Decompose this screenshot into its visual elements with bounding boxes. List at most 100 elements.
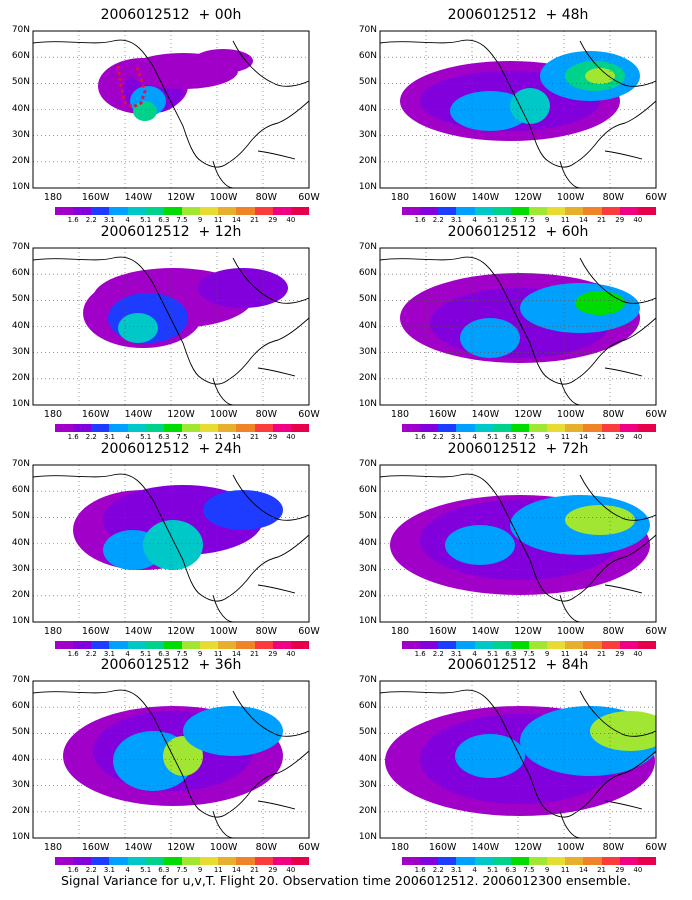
longitude-label: 160W xyxy=(81,409,110,420)
colorbar-swatch xyxy=(73,424,92,432)
latitude-label: 30N xyxy=(11,129,30,140)
colorbar-label: 11 xyxy=(560,433,570,441)
latitude-label: 30N xyxy=(358,563,377,574)
variance-contour xyxy=(460,318,520,358)
latitude-label: 70N xyxy=(358,675,377,685)
colorbar-label: 14 xyxy=(578,650,588,658)
longitude-label: 160W xyxy=(428,842,457,853)
longitude-label: 60W xyxy=(298,626,320,637)
colorbar-swatch xyxy=(181,641,201,649)
coastline xyxy=(380,256,656,405)
colorbar-swatch xyxy=(145,641,164,649)
colorbar xyxy=(55,857,309,865)
latitude-label: 20N xyxy=(11,155,30,166)
colorbar-label: 6.3 xyxy=(505,216,517,224)
colorbar-label: 29 xyxy=(268,650,278,658)
colorbar-label: 7.5 xyxy=(176,650,188,658)
map-panel xyxy=(379,680,657,839)
colorbar-swatch xyxy=(601,641,620,649)
colorbar-swatch xyxy=(438,641,457,649)
latitude-label: 70N xyxy=(11,459,30,469)
colorbar-label: 1.6 xyxy=(67,216,79,224)
variance-contour xyxy=(590,711,656,751)
colorbar-label: 21 xyxy=(597,216,607,224)
colorbar-swatch xyxy=(236,424,255,432)
colorbar-swatch xyxy=(619,857,638,865)
colorbar-swatch xyxy=(290,857,309,865)
colorbar-label: 14 xyxy=(578,216,588,224)
longitude-label: 100W xyxy=(556,192,585,203)
colorbar-swatch xyxy=(91,857,110,865)
variance-contour xyxy=(143,520,203,570)
latitude-label: 30N xyxy=(358,129,377,140)
colorbar-label: 5.1 xyxy=(487,866,499,874)
colorbar-swatch xyxy=(474,641,493,649)
colorbar-label: 9 xyxy=(197,650,203,658)
colorbar-label: 3.1 xyxy=(450,216,462,224)
colorbar-swatch xyxy=(510,207,529,215)
longitude-label: 100W xyxy=(209,192,238,203)
colorbar-label: 3.1 xyxy=(450,650,462,658)
variance-contour xyxy=(565,505,635,535)
colorbar-swatch xyxy=(402,641,421,649)
latitude-label: 30N xyxy=(11,779,30,790)
longitude-label: 100W xyxy=(209,626,238,637)
colorbar-swatch xyxy=(547,424,566,432)
latitude-label: 50N xyxy=(358,511,377,522)
colorbar xyxy=(55,424,309,432)
latitude-label: 70N xyxy=(358,242,377,252)
colorbar-label: 6.3 xyxy=(505,866,517,874)
colorbar-label: 2.2 xyxy=(85,650,97,658)
colorbar-swatch xyxy=(163,207,182,215)
colorbar-swatch xyxy=(492,424,511,432)
longitude-label: 80W xyxy=(255,192,278,203)
colorbar-swatch xyxy=(254,857,273,865)
colorbar-label: 21 xyxy=(597,433,607,441)
colorbar-label: 7.5 xyxy=(176,433,188,441)
longitude-label: 80W xyxy=(255,842,278,853)
longitude-label: 140W xyxy=(124,409,153,420)
colorbar-label: 4 xyxy=(125,650,130,658)
latitude-label: 40N xyxy=(11,103,30,114)
colorbar-label: 11 xyxy=(213,866,223,874)
map-panel xyxy=(379,464,657,623)
colorbar-swatch xyxy=(55,641,74,649)
latitude-label: 10N xyxy=(11,399,30,409)
longitude-label: 140W xyxy=(471,192,500,203)
colorbar-swatch xyxy=(420,857,439,865)
colorbar-label: 14 xyxy=(578,866,588,874)
colorbar-label: 14 xyxy=(231,433,241,441)
latitude-label: 10N xyxy=(358,616,377,626)
colorbar-swatch xyxy=(218,424,237,432)
colorbar-swatch xyxy=(420,207,439,215)
colorbar-label: 1.6 xyxy=(414,216,426,224)
latitude-label: 60N xyxy=(358,268,377,279)
colorbar-label: 6.3 xyxy=(158,433,170,441)
colorbar-swatch xyxy=(510,857,529,865)
longitude-label: 140W xyxy=(124,842,153,853)
colorbar-label: 6.3 xyxy=(158,650,170,658)
longitude-label: 140W xyxy=(124,626,153,637)
colorbar-swatch xyxy=(254,207,273,215)
colorbar-swatch xyxy=(163,424,182,432)
latitude-label: 60N xyxy=(11,268,30,279)
variance-contour xyxy=(198,268,288,308)
longitude-label: 160W xyxy=(428,192,457,203)
latitude-label: 60N xyxy=(358,51,377,62)
colorbar-swatch xyxy=(272,857,291,865)
longitude-label: 160W xyxy=(428,409,457,420)
variance-contour xyxy=(183,706,283,756)
colorbar-swatch xyxy=(200,207,219,215)
colorbar-label: 29 xyxy=(615,650,625,658)
latitude-label: 20N xyxy=(358,372,377,383)
colorbar-swatch xyxy=(200,857,219,865)
longitude-label: 180 xyxy=(390,842,410,853)
longitude-label: 120W xyxy=(514,192,542,203)
colorbar-label: 3.1 xyxy=(103,216,115,224)
colorbar-swatch xyxy=(290,641,309,649)
colorbar-swatch xyxy=(236,207,255,215)
latitude-label: 10N xyxy=(358,832,377,842)
latitude-label: 10N xyxy=(358,399,377,409)
colorbar-label: 2.2 xyxy=(432,866,444,874)
colorbar-swatch xyxy=(145,857,164,865)
